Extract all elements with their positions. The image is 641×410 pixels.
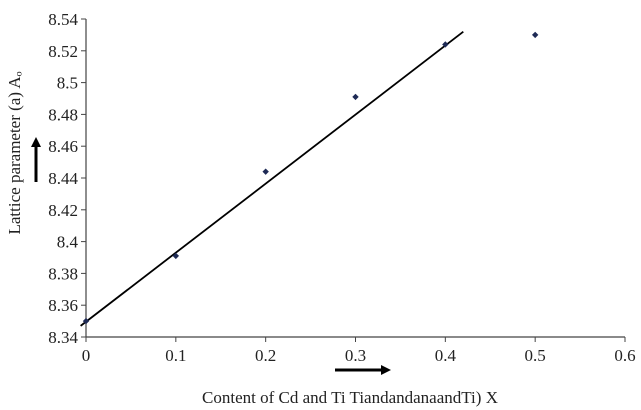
y-tick-label: 8.36 [48,296,78,315]
y-tick-label: 8.34 [48,328,78,347]
data-point [442,41,449,48]
axes [85,19,625,338]
data-point [262,168,269,175]
x-tick-label: 0.2 [255,346,276,365]
x-tick-label: 0 [82,346,91,365]
data-point [531,31,539,39]
x-axis-label: Content of Cd and Ti TiandandanaandTi) X [202,388,498,407]
y-tick-label: 8.38 [48,264,78,283]
x-tick-label: 0.6 [614,346,635,365]
y-tick-label: 8.52 [48,42,78,61]
x-tick-label: 0.3 [345,346,366,365]
data-point [352,93,359,101]
y-tick-label: 8.5 [57,74,78,93]
y-tick-label: 8.54 [48,10,78,29]
y-tick-label: 8.46 [48,137,78,156]
y-tick-label: 8.44 [48,169,78,188]
x-tick-labels: 0 0.1 0.2 0.3 0.4 0.5 0.6 [82,337,636,365]
y-tick-label: 8.42 [48,201,78,220]
trend-line [80,31,464,327]
x-tick-label: 0.1 [165,346,186,365]
y-tick-labels: 8.34 8.36 8.38 8.4 8.42 8.44 8.46 8.48 8.5 8.52 8.… [48,10,86,347]
y-tick-label: 8.48 [48,105,78,124]
x-tick-label: 0.4 [435,346,457,365]
y-axis-label: Lattice parameter (a) Aₒ [5,71,24,234]
data-point [82,317,90,325]
x-tick-label: 0.5 [525,346,546,365]
data-point [172,252,180,260]
data-points [82,31,539,325]
y-tick-label: 8.4 [57,233,79,252]
